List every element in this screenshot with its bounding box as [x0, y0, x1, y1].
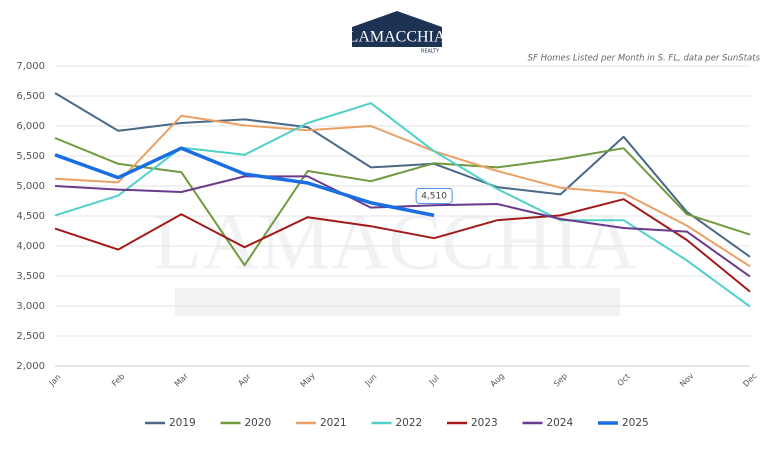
x-tick-label: May [299, 371, 317, 389]
series-line [54, 198, 751, 293]
subtitle: SF Homes Listed per Month in S. FL, data… [528, 54, 761, 64]
annotation-box [415, 187, 453, 204]
x-tick-label: Jun [363, 372, 379, 388]
logo: LAMACCHIA REALTY [349, 11, 446, 55]
data-label: 4,510 [421, 191, 447, 201]
legend-label: 2025 [622, 417, 649, 429]
series-line [54, 102, 751, 308]
watermark-name: LAMACCHIA [153, 198, 638, 286]
legend-label: 2020 [245, 417, 272, 429]
x-tick-label: Feb [110, 372, 126, 388]
x-tick-label: Nov [678, 371, 696, 389]
y-tick-label: 2,500 [16, 331, 45, 342]
y-tick-label: 5,500 [16, 151, 45, 162]
series-line [54, 92, 751, 258]
x-tick-label: Jul [427, 373, 441, 387]
y-tick-label: 7,000 [16, 61, 45, 72]
x-tick-label: Apr [236, 371, 253, 388]
x-tick-label: Oct [616, 372, 632, 388]
y-tick-label: 6,000 [16, 121, 45, 132]
x-tick-label: Jan [47, 372, 63, 388]
y-tick-label: 2,000 [16, 361, 45, 372]
logo-name: LAMACCHIA [349, 29, 446, 46]
series-line [54, 146, 435, 218]
y-tick-label: 6,500 [16, 91, 45, 102]
y-tick-label: 4,500 [16, 211, 45, 222]
series-line [54, 175, 751, 278]
x-tick-label: Mar [173, 371, 191, 389]
series-line [54, 114, 751, 268]
x-tick-label: Dec [741, 371, 758, 388]
logo-roof [352, 11, 442, 27]
legend-label: 2021 [320, 417, 347, 429]
x-tick-label: Sep [552, 371, 569, 388]
legend-label: 2023 [471, 417, 498, 429]
logo-box [352, 27, 442, 47]
legend-label: 2019 [169, 417, 196, 429]
y-tick-label: 4,000 [16, 241, 45, 252]
series-line [54, 137, 751, 267]
y-tick-label: 3,500 [16, 271, 45, 282]
y-tick-label: 5,000 [16, 181, 45, 192]
y-tick-label: 3,000 [16, 301, 45, 312]
legend-label: 2022 [396, 417, 423, 429]
x-tick-label: Aug [489, 371, 506, 388]
logo-tagline: REALTY [421, 49, 440, 55]
watermark-band [175, 288, 620, 316]
legend-label: 2024 [547, 417, 574, 429]
